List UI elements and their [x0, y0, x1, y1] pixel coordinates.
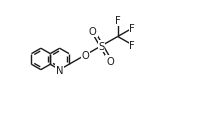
Text: S: S [98, 41, 105, 51]
Text: F: F [129, 24, 135, 34]
Text: O: O [81, 51, 89, 61]
Text: F: F [115, 16, 121, 26]
Text: N: N [56, 65, 63, 75]
Text: O: O [89, 27, 97, 37]
Text: O: O [106, 56, 114, 66]
Text: F: F [129, 40, 135, 50]
